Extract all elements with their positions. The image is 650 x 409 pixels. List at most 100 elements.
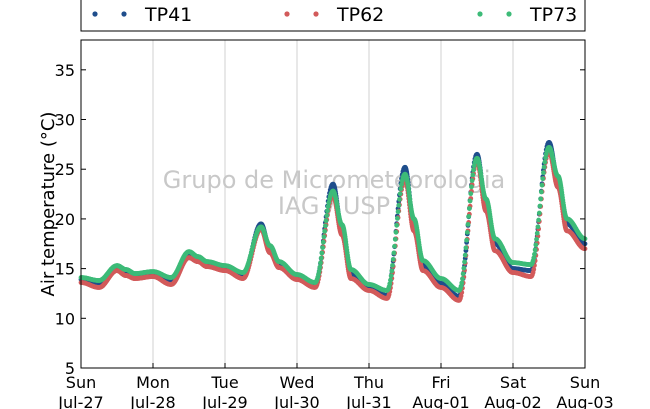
data-point: [388, 277, 393, 283]
legend-marker: [284, 11, 290, 17]
data-point: [542, 159, 548, 165]
data-point: [394, 216, 400, 221]
data-point: [392, 236, 398, 242]
legend-item-tp73: TP73: [477, 4, 577, 26]
data-point: [470, 172, 476, 178]
data-point: [460, 276, 465, 282]
data-point: [466, 214, 472, 219]
data-point: [396, 202, 402, 208]
legend-label: TP62: [336, 4, 384, 26]
data-point: [537, 203, 543, 209]
y-tick-label: 10: [55, 309, 75, 328]
data-point: [543, 155, 548, 161]
y-tick-label: 35: [55, 61, 75, 80]
data-point: [390, 262, 395, 268]
x-tick-label-day: Thu: [353, 373, 384, 392]
x-tick-label-day: Sat: [500, 373, 526, 392]
x-tick-label-date: Jul-30: [273, 393, 319, 409]
x-tick-label-date: Jul-29: [201, 393, 247, 409]
data-point: [536, 217, 542, 223]
legend-marker: [506, 11, 512, 17]
data-point: [324, 213, 330, 218]
y-tick-label: 15: [55, 260, 75, 279]
data-point: [533, 242, 539, 248]
data-point: [391, 250, 397, 256]
y-tick-label: 30: [55, 111, 75, 130]
data-point: [325, 204, 331, 209]
x-tick-label-date: Jul-27: [57, 393, 103, 409]
x-tick-label-date: Jul-31: [345, 393, 391, 409]
y-tick-label: 20: [55, 210, 75, 229]
x-tick-label-day: Mon: [136, 373, 170, 392]
data-point: [320, 239, 326, 245]
legend-box: [80, 0, 586, 32]
data-point: [318, 260, 323, 266]
data-point: [532, 251, 537, 257]
data-point: [322, 223, 328, 229]
x-tick-label-day: Tue: [210, 373, 238, 392]
legend-label: TP73: [529, 4, 577, 26]
data-point: [531, 255, 537, 261]
data-point: [397, 196, 402, 202]
x-tick-label-date: Aug-03: [556, 393, 613, 409]
data-point: [534, 230, 540, 236]
data-point: [392, 243, 398, 249]
data-point: [319, 250, 325, 256]
data-point: [317, 264, 323, 270]
data-point: [462, 252, 468, 258]
y-tick-label: 5: [65, 359, 75, 378]
data-point: [462, 259, 467, 265]
data-point: [541, 170, 546, 176]
data-point: [393, 229, 399, 235]
data-point: [390, 256, 396, 262]
data-point: [536, 210, 542, 216]
data-point: [395, 209, 401, 215]
data-point: [465, 221, 471, 227]
x-tick-label-date: Jul-28: [129, 393, 175, 409]
grid: [152, 40, 514, 368]
data-point: [541, 164, 547, 170]
data-point: [321, 234, 327, 240]
data-point: [388, 273, 394, 279]
data-point: [532, 247, 538, 253]
x-tick-label-date: Aug-02: [484, 393, 541, 409]
legend-item-tp62: TP62: [284, 4, 384, 26]
legend-item-tp41: TP41: [92, 4, 192, 26]
data-point: [459, 280, 465, 286]
data-point: [460, 271, 466, 277]
legend: TP41 TP62 TP73: [80, 0, 586, 32]
data-point: [389, 268, 395, 274]
x-tick-label-day: Sun: [66, 373, 96, 392]
data-point: [398, 186, 404, 192]
x-tick-label-day: Sun: [570, 373, 600, 392]
data-point: [538, 189, 544, 195]
data-point: [469, 184, 474, 190]
data-point: [540, 176, 546, 182]
data-point: [322, 228, 328, 234]
x-tick-label-day: Fri: [431, 373, 450, 392]
data-point: [464, 237, 470, 243]
data-point: [538, 196, 544, 202]
data-point: [469, 178, 475, 183]
data-point: [531, 266, 537, 272]
data-point: [323, 218, 329, 223]
data-point: [316, 268, 322, 274]
data-point: [468, 191, 474, 197]
data-point: [471, 167, 476, 173]
plot-frame: [80, 39, 586, 369]
data-point: [534, 236, 539, 242]
y-tick-label: 25: [55, 160, 75, 179]
data-point: [539, 182, 545, 188]
data-point: [318, 255, 324, 261]
x-tick-label-date: Aug-01: [412, 393, 469, 409]
data-point: [535, 224, 541, 230]
data-point: [320, 245, 326, 251]
series-tp73: [78, 144, 588, 293]
data-point: [461, 265, 467, 271]
legend-marker: [313, 11, 319, 17]
legend-marker: [92, 11, 98, 17]
data-point: [467, 198, 473, 204]
y-axis-label: Air temperature (°C): [38, 112, 59, 297]
data-point: [394, 222, 400, 228]
